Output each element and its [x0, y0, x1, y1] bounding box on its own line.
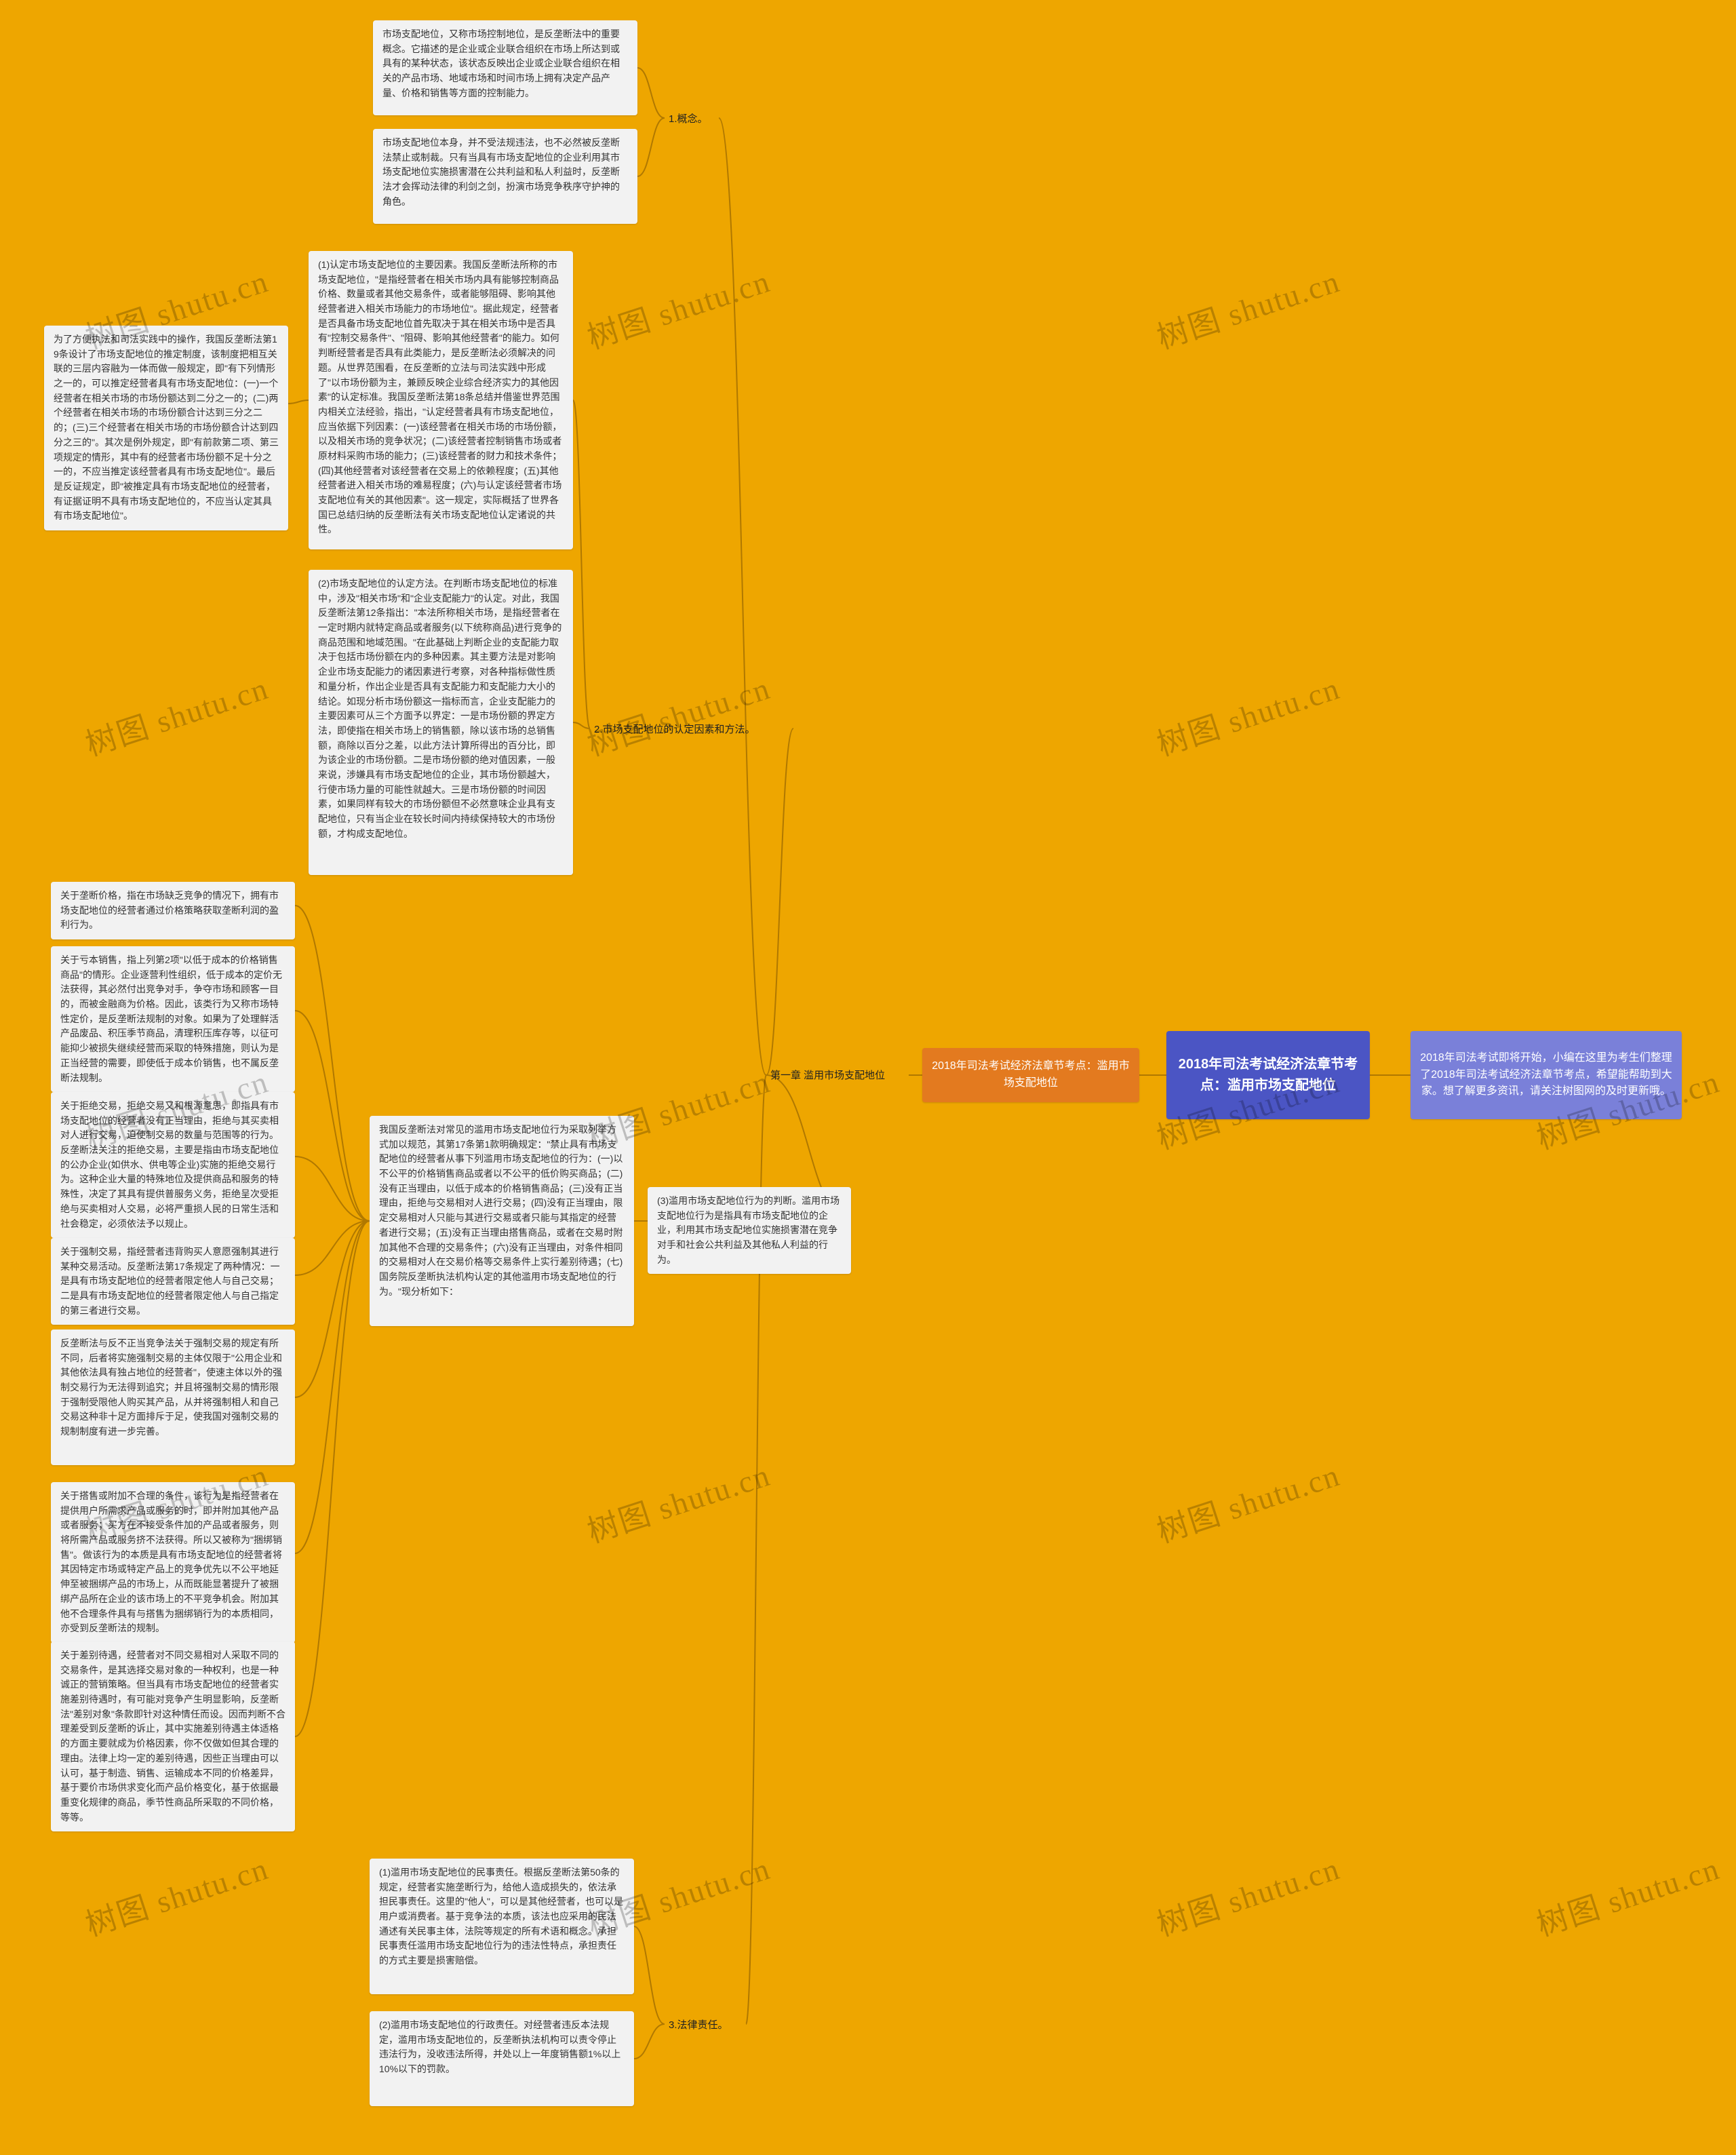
watermark: 树图 shutu.cn: [581, 663, 776, 764]
node-n2a: (1)认定市场支配地位的主要因素。我国反垄断法所称的市场支配地位，"是指经营者在…: [309, 251, 573, 549]
node-desc: 2018年司法考试即将开始，小编在这里为考生们整理了2018年司法考试经济法章节…: [1410, 1031, 1682, 1119]
node-n3a: 关于垄断价格，指在市场缺乏竞争的情况下，拥有市场支配地位的经营者通过价格策略获取…: [51, 882, 295, 939]
node-s3: 3.法律责任。: [665, 2015, 746, 2036]
watermark: 树图 shutu.cn: [581, 256, 776, 357]
watermark: 树图 shutu.cn: [1151, 256, 1345, 357]
node-chap: 第一章 滥用市场支配地位: [766, 1065, 909, 1086]
node-n3f: 关于搭售或附加不合理的条件，该行为是指经营者在提供用户所需求产品或服务的时，即并…: [51, 1482, 295, 1643]
watermark: 树图 shutu.cn: [1151, 663, 1345, 764]
watermark: 树图 shutu.cn: [581, 1450, 776, 1551]
watermark: 树图 shutu.cn: [1151, 1450, 1345, 1551]
node-n3c: 关于拒绝交易，拒绝交易又和根源意思，即指具有市场支配地位的经营者没有正当理由，拒…: [51, 1092, 295, 1238]
node-n2a_side: 为了方便执法和司法实践中的操作，我国反垄断法第19条设计了市场支配地位的推定制度…: [44, 326, 288, 530]
watermark: 树图 shutu.cn: [1151, 1844, 1345, 1945]
watermark: 树图 shutu.cn: [79, 1844, 274, 1945]
node-n1a: 市场支配地位，又称市场控制地位，是反垄断法中的重要概念。它描述的是企业或企业联合…: [373, 20, 637, 115]
node-n3: 我国反垄断法对常见的滥用市场支配地位行为采取列举方式加以规范，其第17条第1款明…: [370, 1116, 634, 1326]
node-n3b: 关于亏本销售，指上列第2项"以低于成本的价格销售商品"的情形。企业逐营利性组织，…: [51, 946, 295, 1092]
mindmap-canvas: 2018年司法考试经济法章节考点：滥用市场支配地位 2018年司法考试即将开始，小…: [0, 0, 1736, 2155]
node-n4a: (1)滥用市场支配地位的民事责任。根据反垄断法第50条的规定，经营者实施垄断行为…: [370, 1859, 634, 1994]
node-root: 2018年司法考试经济法章节考点：滥用市场支配地位: [1166, 1031, 1370, 1119]
watermark: 树图 shutu.cn: [79, 663, 274, 764]
watermark: 树图 shutu.cn: [1531, 1844, 1725, 1945]
node-n3g: 关于差别待遇，经营者对不同交易相对人采取不同的交易条件，是其选择交易对象的一种权…: [51, 1642, 295, 1831]
node-s1: 1.概念。: [665, 109, 719, 130]
node-n1b: 市场支配地位本身，并不受法规违法，也不必然被反垄断法禁止或制裁。只有当具有市场支…: [373, 129, 637, 224]
node-n3e: 反垄断法与反不正当竞争法关于强制交易的规定有所不同，后者将实施强制交易的主体仅限…: [51, 1329, 295, 1465]
node-s2: 2.市场支配地位的认定因素和方法。: [590, 719, 793, 740]
node-n3d: 关于强制交易，指经营者违背购买人意愿强制其进行某种交易活动。反垄断法第17条规定…: [51, 1238, 295, 1325]
node-n3_r: (3)滥用市场支配地位行为的判断。滥用市场支配地位行为是指具有市场支配地位的企业…: [648, 1187, 851, 1274]
node-sub1: 2018年司法考试经济法章节考点：滥用市场支配地位: [922, 1048, 1139, 1102]
node-n4b: (2)滥用市场支配地位的行政责任。对经营者违反本法规定，滥用市场支配地位的，反垄…: [370, 2011, 634, 2106]
node-n2b: (2)市场支配地位的认定方法。在判断市场支配地位的标准中，涉及"相关市场"和"企…: [309, 570, 573, 875]
